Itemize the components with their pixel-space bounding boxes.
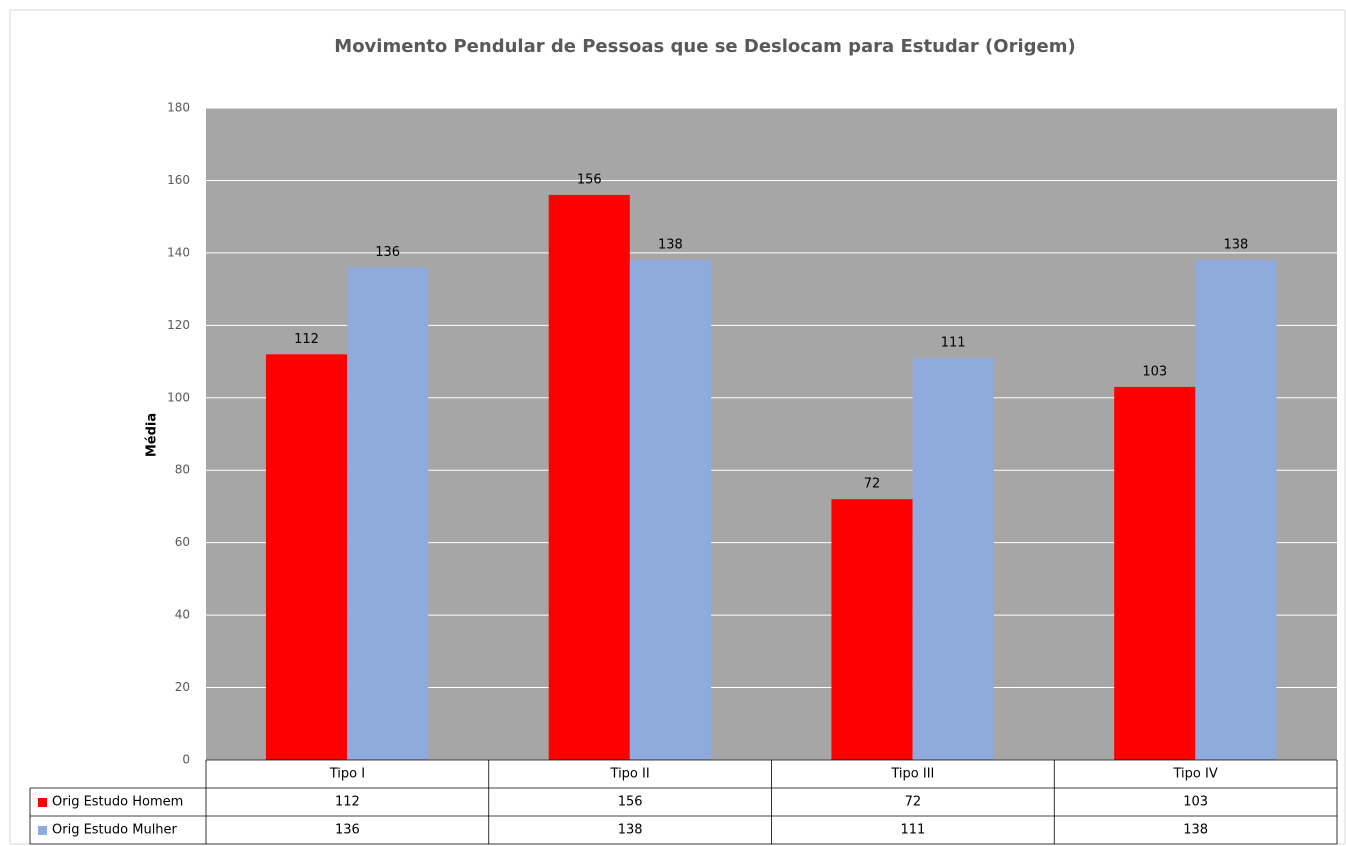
table-cell: 72: [905, 795, 922, 810]
table-cell: 112: [335, 795, 360, 810]
y-tick-label: 160: [167, 173, 190, 187]
x-tick-label: Tipo III: [890, 767, 934, 782]
data-label: 138: [1224, 238, 1249, 253]
x-tick-label: Tipo II: [610, 767, 650, 782]
x-tick-label: Tipo IV: [1173, 767, 1218, 782]
data-label: 103: [1142, 364, 1167, 379]
data-label: 138: [658, 238, 683, 253]
y-tick-label: 180: [167, 101, 190, 115]
legend-key: [38, 826, 47, 835]
data-label: 112: [294, 332, 319, 347]
chart-title: Movimento Pendular de Pessoas que se Des…: [334, 36, 1075, 57]
bar: [347, 267, 429, 760]
y-tick-label: 60: [175, 535, 190, 549]
table-cell: 156: [618, 795, 643, 810]
data-label: 156: [577, 172, 602, 187]
table-cell: 103: [1183, 795, 1208, 810]
legend-label: Orig Estudo Homem: [52, 795, 183, 810]
bar: [831, 499, 913, 760]
legend-key: [38, 798, 47, 807]
table-cell: 136: [335, 823, 360, 838]
x-tick-label: Tipo I: [329, 767, 365, 782]
bar: [1114, 386, 1196, 760]
data-label: 136: [375, 245, 400, 260]
bar: [548, 194, 630, 760]
y-tick-label: 40: [175, 608, 190, 622]
bar: [1195, 260, 1277, 760]
data-label: 72: [864, 477, 881, 492]
y-tick-label: 100: [167, 390, 190, 404]
bar: [629, 260, 711, 760]
y-tick-label: 120: [167, 318, 190, 332]
table-cell: 111: [900, 823, 925, 838]
y-axis-label: Média: [145, 413, 160, 457]
y-tick-label: 80: [175, 463, 190, 477]
y-tick-label: 140: [167, 245, 190, 259]
bar: [912, 357, 994, 760]
data-label: 111: [941, 335, 966, 350]
legend-label: Orig Estudo Mulher: [52, 823, 178, 838]
table-cell: 138: [618, 823, 643, 838]
y-tick-label: 20: [175, 680, 190, 694]
y-tick-label: 0: [182, 753, 190, 767]
table-cell: 138: [1183, 823, 1208, 838]
bar: [265, 354, 348, 760]
